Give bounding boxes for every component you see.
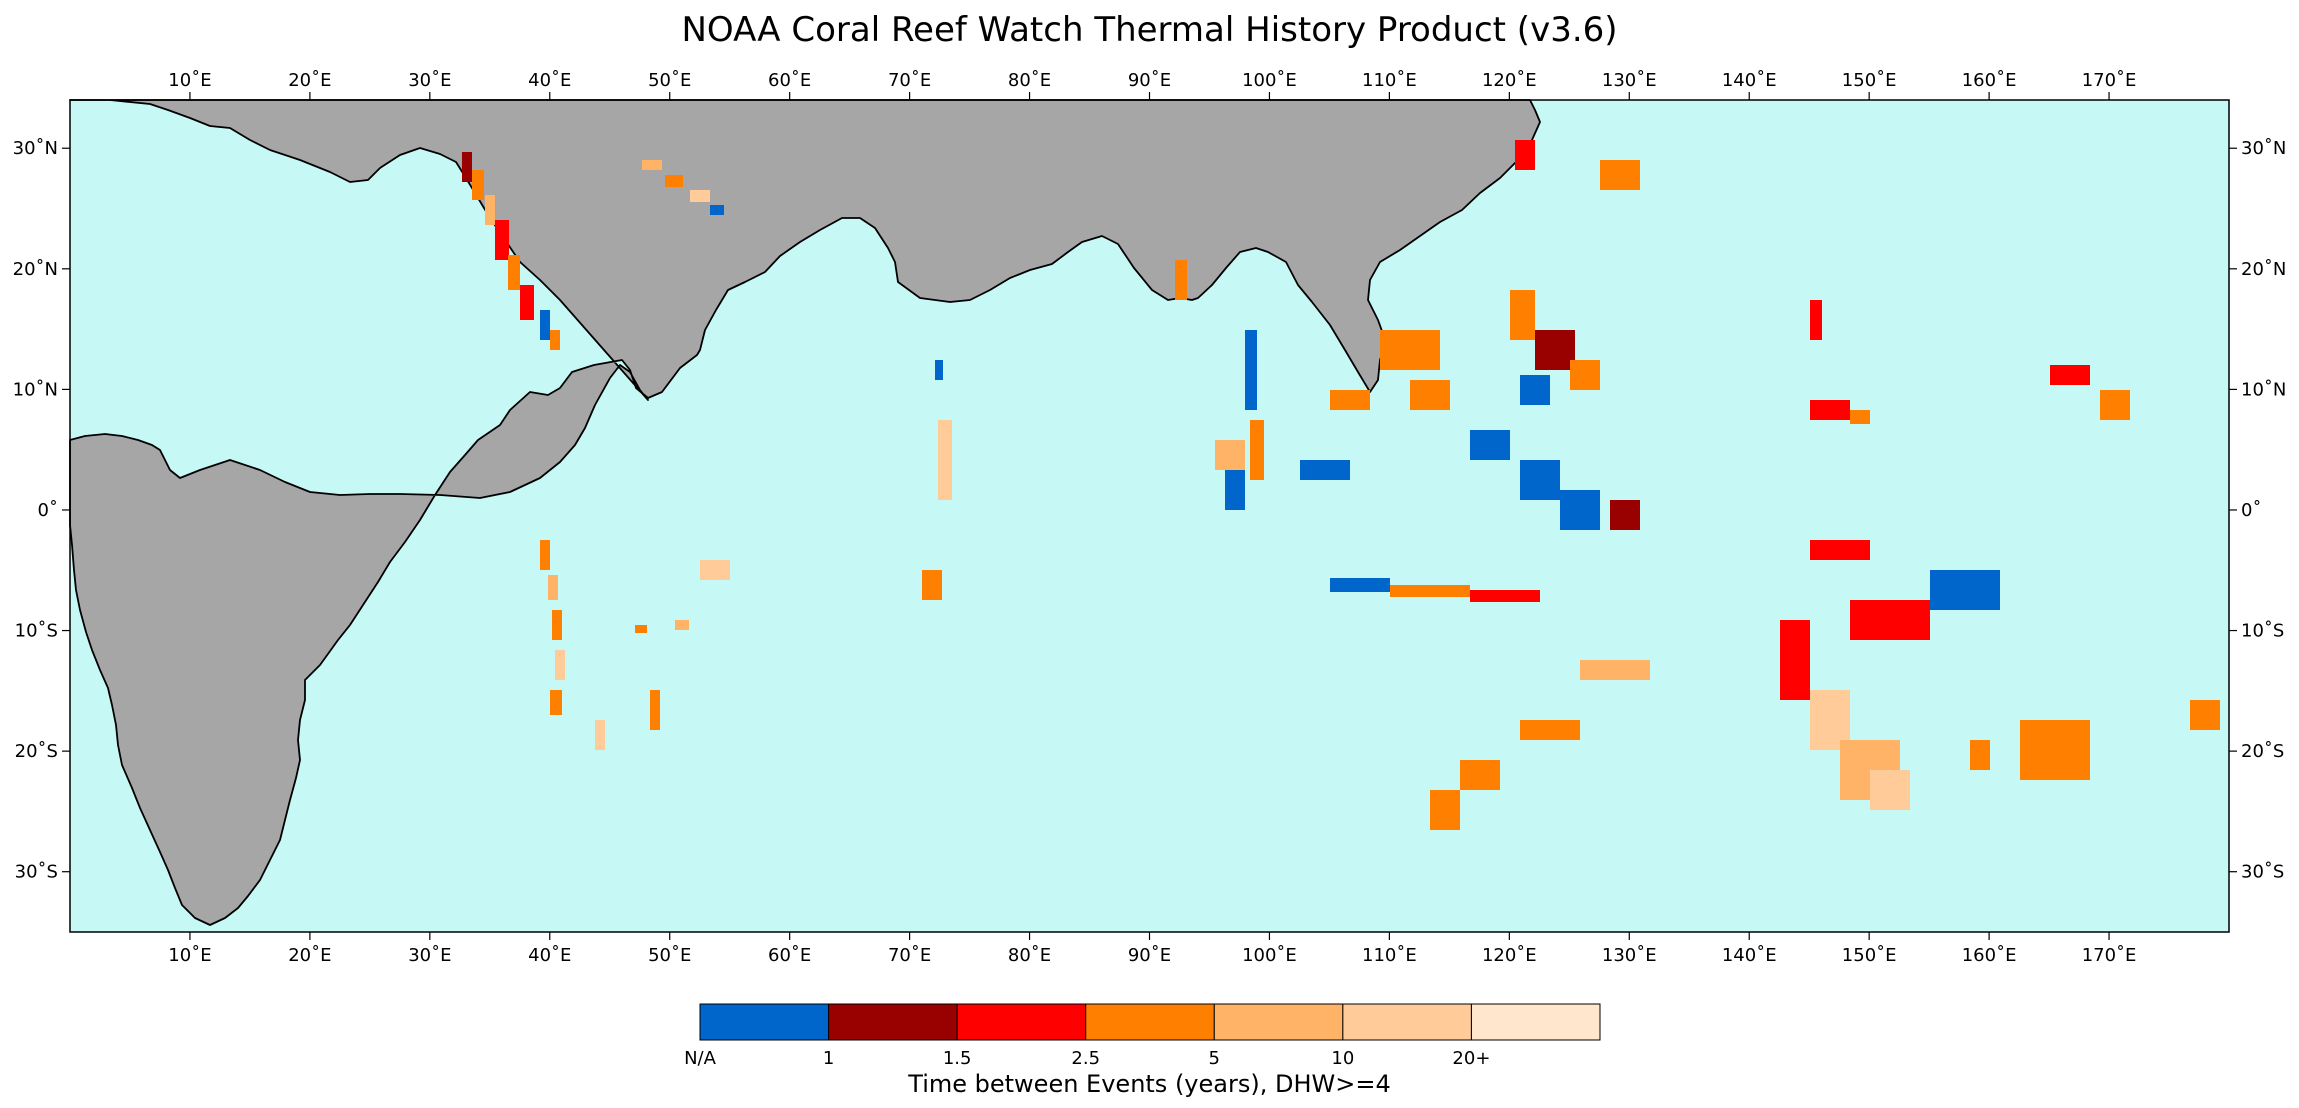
lat-tick-label-left: 10˚N — [13, 379, 58, 400]
lon-tick-label-bottom: 170˚E — [2082, 945, 2137, 966]
lon-tick-label-top: 50˚E — [648, 70, 691, 91]
map-ticks — [62, 92, 2237, 940]
lon-tick-label-bottom: 130˚E — [1602, 945, 1657, 966]
lon-tick-label-top: 100˚E — [1242, 70, 1297, 91]
lon-tick-label-bottom: 100˚E — [1242, 945, 1297, 966]
colorbar-swatch — [1213, 1003, 1344, 1041]
colorbar-swatch — [1342, 1003, 1472, 1041]
colorbar-tick-label: N/A — [684, 1048, 717, 1069]
colorbar-swatch — [1470, 1003, 1601, 1041]
lon-tick-label-top: 130˚E — [1602, 70, 1657, 91]
lon-tick-label-bottom: 60˚E — [768, 945, 811, 966]
lat-tick-label-right: 30˚S — [2241, 862, 2284, 883]
lat-tick-label-left: 0˚ — [38, 500, 58, 521]
lat-tick-label-left: 20˚N — [13, 259, 58, 280]
map-tick-labels: 10˚E 10˚E 20˚E 20˚E 30˚E 30˚E 40˚E 40˚E 50˚E 50˚E… — [13, 70, 2287, 966]
lat-tick-label-right: 10˚N — [2241, 379, 2286, 400]
land-masses — [69, 99, 1541, 926]
colorbar-tick-label: 2.5 — [1071, 1048, 1100, 1069]
colorbar-tick-label: 5 — [1209, 1048, 1220, 1069]
lat-tick-label-left: 30˚S — [15, 862, 58, 883]
lon-tick-label-top: 70˚E — [888, 70, 931, 91]
lon-tick-label-top: 40˚E — [528, 70, 571, 91]
lon-tick-label-top: 10˚E — [168, 70, 211, 91]
map-title: NOAA Coral Reef Watch Thermal History Pr… — [681, 10, 1618, 50]
lon-tick-label-bottom: 160˚E — [1962, 945, 2017, 966]
colorbar-swatch — [956, 1003, 1087, 1041]
lon-tick-label-top: 150˚E — [1842, 70, 1897, 91]
lon-tick-label-top: 160˚E — [1962, 70, 2017, 91]
lat-tick-label-right: 30˚N — [2241, 138, 2286, 159]
lon-tick-label-top: 120˚E — [1482, 70, 1537, 91]
reef-thermal-pixels — [462, 140, 2220, 830]
lon-tick-label-top: 170˚E — [2082, 70, 2137, 91]
lat-tick-label-left: 20˚S — [15, 741, 58, 762]
lon-tick-label-bottom: 40˚E — [528, 945, 571, 966]
lat-tick-label-right: 20˚N — [2241, 259, 2286, 280]
colorbar-swatch — [699, 1003, 830, 1041]
colorbar-swatch — [1085, 1003, 1215, 1041]
lon-tick-label-bottom: 50˚E — [648, 945, 691, 966]
lon-tick-label-bottom: 10˚E — [168, 945, 211, 966]
colorbar-tick-label: 10 — [1331, 1048, 1354, 1069]
lon-tick-label-bottom: 80˚E — [1008, 945, 1051, 966]
lat-tick-label-right: 10˚S — [2241, 621, 2284, 642]
lon-tick-label-top: 80˚E — [1008, 70, 1051, 91]
lon-tick-label-bottom: 70˚E — [888, 945, 931, 966]
lon-tick-label-top: 110˚E — [1362, 70, 1417, 91]
lon-tick-label-bottom: 150˚E — [1842, 945, 1897, 966]
colorbar-swatch — [828, 1003, 958, 1041]
lat-tick-label-right: 0˚ — [2241, 500, 2261, 521]
lon-tick-label-bottom: 110˚E — [1362, 945, 1417, 966]
colorbar: N/A 1 1.5 2.5 5 10 20+ — [684, 1003, 1601, 1069]
lon-tick-label-bottom: 20˚E — [288, 945, 331, 966]
lon-tick-label-top: 140˚E — [1722, 70, 1777, 91]
colorbar-tick-label: 1 — [823, 1048, 834, 1069]
colorbar-tick-label: 20+ — [1452, 1048, 1490, 1069]
lat-tick-label-left: 30˚N — [13, 138, 58, 159]
lat-tick-label-left: 10˚S — [15, 621, 58, 642]
lon-tick-label-bottom: 120˚E — [1482, 945, 1537, 966]
colorbar-title: Time between Events (years), DHW>=4 — [908, 1070, 1391, 1098]
land-africa-eurasia — [69, 99, 1541, 926]
lon-tick-label-bottom: 30˚E — [408, 945, 451, 966]
lon-tick-label-top: 30˚E — [408, 70, 451, 91]
lon-tick-label-bottom: 90˚E — [1128, 945, 1171, 966]
lon-tick-label-top: 60˚E — [768, 70, 811, 91]
lon-tick-label-bottom: 140˚E — [1722, 945, 1777, 966]
lon-tick-label-top: 20˚E — [288, 70, 331, 91]
colorbar-tick-label: 1.5 — [943, 1048, 972, 1069]
lon-tick-label-top: 90˚E — [1128, 70, 1171, 91]
lat-tick-label-right: 20˚S — [2241, 741, 2284, 762]
